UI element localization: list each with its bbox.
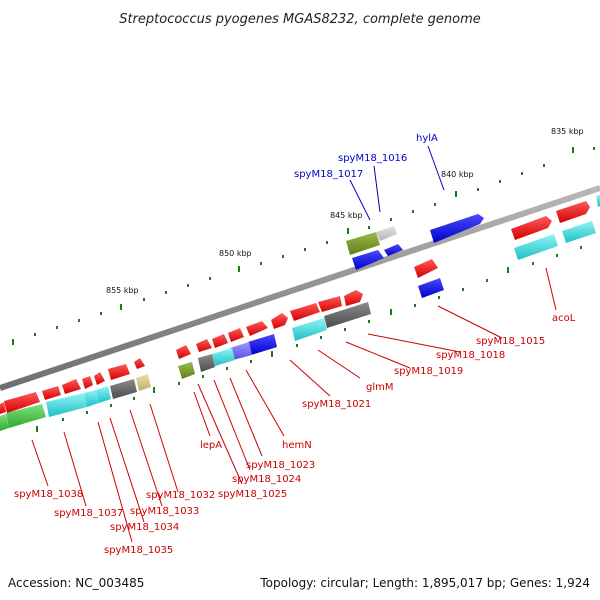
gene-forward-row2-5[interactable] <box>414 259 438 278</box>
tick-label-840-kbp: 840 kbp <box>441 170 474 179</box>
gene-forward-12[interactable] <box>176 345 191 359</box>
gene-label-spyM18_1023[interactable]: spyM18_1023 <box>246 460 315 471</box>
gene-reverse-12[interactable] <box>46 393 87 417</box>
gene-forward-6[interactable] <box>290 303 320 321</box>
gene-forward-5[interactable] <box>318 296 342 312</box>
gene-label-spyM18_1034[interactable]: spyM18_1034 <box>110 522 179 533</box>
gene-reverse-4[interactable] <box>230 342 252 360</box>
gene-label-spyM18_1037[interactable]: spyM18_1037 <box>54 508 123 519</box>
gene-forward-14[interactable] <box>108 364 130 380</box>
gene-forward-19[interactable] <box>4 392 40 413</box>
gene-label-spyM18_1038[interactable]: spyM18_1038 <box>14 489 83 500</box>
gene-hylA[interactable] <box>430 214 484 243</box>
gene-reverse-5[interactable] <box>212 348 235 366</box>
gene-forward-row2-1[interactable] <box>352 250 384 270</box>
gene-forward-13[interactable] <box>134 358 145 369</box>
gene-label-spyM18_1024[interactable]: spyM18_1024 <box>232 474 301 485</box>
gene-label-hemN[interactable]: hemN <box>282 440 312 451</box>
tick-label-845-kbp: 845 kbp <box>330 211 363 220</box>
gene-label-spyM18_1021[interactable]: spyM18_1021 <box>302 399 371 410</box>
gene-label-spyM18_1025[interactable]: spyM18_1025 <box>218 489 287 500</box>
gene-label-spyM18_1019[interactable]: spyM18_1019 <box>394 366 463 377</box>
leader-lines <box>31 145 557 543</box>
tick-label-835-kbp: 835 kbp <box>551 127 584 136</box>
genome-summary-text: Topology: circular; Length: 1,895,017 bp… <box>260 576 590 590</box>
gene-label-glmM[interactable]: glmM <box>366 382 394 393</box>
gene-spyM18_1016[interactable] <box>376 226 397 241</box>
accession-text: Accession: NC_003485 <box>8 576 145 590</box>
gene-reverse-14[interactable] <box>0 414 9 431</box>
gene-forward-row2-3[interactable] <box>514 234 558 260</box>
gene-forward-17[interactable] <box>62 379 81 394</box>
gene-forward-7[interactable] <box>271 313 288 329</box>
gene-spyM18_1017[interactable] <box>346 232 380 255</box>
gene-reverse-13[interactable] <box>6 404 46 428</box>
tick-label-855-kbp: 855 kbp <box>106 286 139 295</box>
gene-forward-18[interactable] <box>42 386 61 400</box>
forward-strand-row-2 <box>352 221 596 298</box>
gene-forward-2[interactable] <box>556 201 590 223</box>
gene-reverse-9[interactable] <box>110 379 137 399</box>
gene-forward-4[interactable] <box>344 290 363 306</box>
gene-forward-11[interactable] <box>196 339 212 352</box>
gene-label-spyM18_1015[interactable]: spyM18_1015 <box>476 336 545 347</box>
forward-strand-genes <box>0 195 600 414</box>
gene-reverse-7[interactable] <box>178 362 195 379</box>
gene-reverse-3[interactable] <box>248 334 277 355</box>
outer-tick-ring <box>12 147 595 345</box>
gene-reverse-6[interactable] <box>198 354 215 372</box>
gene-label-spyM18_1016[interactable]: spyM18_1016 <box>338 153 407 164</box>
tick-label-850-kbp: 850 kbp <box>219 249 252 258</box>
gene-forward-3[interactable] <box>596 195 600 207</box>
gene-forward-10[interactable] <box>212 334 228 348</box>
gene-forward-8[interactable] <box>246 321 268 336</box>
gene-label-spyM18_1033[interactable]: spyM18_1033 <box>130 506 199 517</box>
gene-forward-row2-4[interactable] <box>562 221 596 243</box>
gene-forward-20[interactable] <box>0 402 6 414</box>
gene-forward-1[interactable] <box>511 216 552 240</box>
gene-reverse-10[interactable] <box>96 386 111 403</box>
gene-label-spyM18_1032[interactable]: spyM18_1032 <box>146 490 215 501</box>
gene-reverse-8[interactable] <box>136 374 151 391</box>
map-title: Streptococcus pyogenes MGAS8232, complet… <box>119 12 481 27</box>
gene-label-spyM18_1035[interactable]: spyM18_1035 <box>104 545 173 556</box>
gene-label-lepA[interactable]: lepA <box>200 440 222 451</box>
gene-forward-row2-2[interactable] <box>384 244 403 256</box>
gene-forward-16[interactable] <box>82 376 93 389</box>
gene-forward-row2-6[interactable] <box>418 278 444 298</box>
inner-tick-ring <box>36 246 582 432</box>
gene-forward-15[interactable] <box>94 372 105 385</box>
gene-label-acoL[interactable]: acoL <box>552 313 576 324</box>
gene-forward-9[interactable] <box>228 328 244 342</box>
gene-reverse-1[interactable] <box>324 302 371 328</box>
genome-backbone <box>0 185 600 391</box>
gene-reverse-11[interactable] <box>84 390 99 407</box>
gene-reverse-2[interactable] <box>292 318 327 341</box>
gene-label-hylA[interactable]: hylA <box>416 133 438 144</box>
reverse-strand-genes <box>0 302 371 431</box>
gene-label-spyM18_1018[interactable]: spyM18_1018 <box>436 350 505 361</box>
gene-label-spyM18_1017[interactable]: spyM18_1017 <box>294 169 363 180</box>
